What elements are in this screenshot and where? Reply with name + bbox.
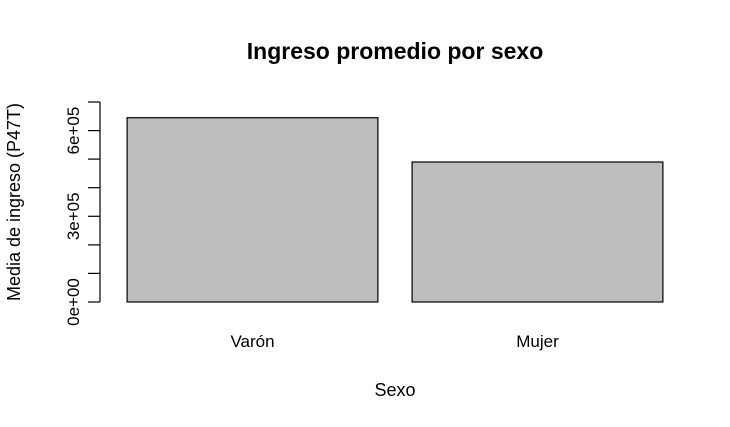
y-tick-label: 0e+00 <box>64 278 83 326</box>
x-tick-labels: Varón Mujer <box>230 332 559 351</box>
x-tick-label: Varón <box>230 332 274 351</box>
y-axis: 0e+00 3e+05 6e+05 <box>64 101 101 326</box>
bar <box>411 161 664 303</box>
x-tick-label: Mujer <box>516 332 559 351</box>
y-axis-label: Media de ingreso (P47T) <box>4 103 24 301</box>
bar <box>126 117 379 303</box>
x-axis-label: Sexo <box>374 380 415 400</box>
chart-title: Ingreso promedio por sexo <box>247 38 544 64</box>
bars-layer <box>126 117 664 303</box>
y-tick-label: 6e+05 <box>64 107 83 155</box>
y-tick-label: 3e+05 <box>64 192 83 240</box>
